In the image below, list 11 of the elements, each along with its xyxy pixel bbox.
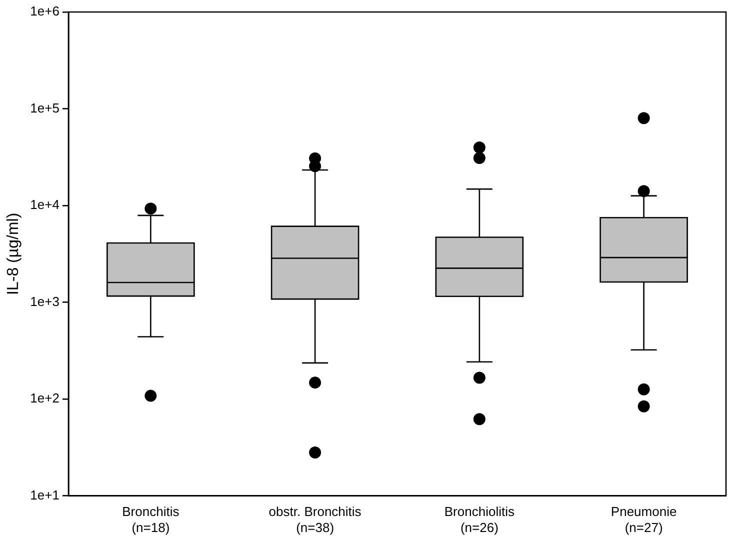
x-tick-label: Bronchiolitis (n=26) — [444, 504, 515, 535]
y-tick-label: 1e+2 — [30, 390, 60, 406]
y-tick-label: 1e+3 — [30, 294, 60, 309]
y-tick-label: 1e+4 — [30, 197, 60, 212]
x-tick-label: Pneumonie (n=27) — [610, 504, 677, 535]
y-axis-title: IL-8 (µg/ml) — [5, 212, 22, 295]
y-tick-label: 1e+5 — [30, 100, 60, 116]
x-tick-label: Bronchitis (n=18) — [122, 504, 180, 535]
y-tick-label: 1e+1 — [30, 487, 60, 502]
x-tick-label: obstr. Bronchitis (n=38) — [268, 504, 362, 535]
y-tick-label: 1e+6 — [30, 4, 60, 19]
